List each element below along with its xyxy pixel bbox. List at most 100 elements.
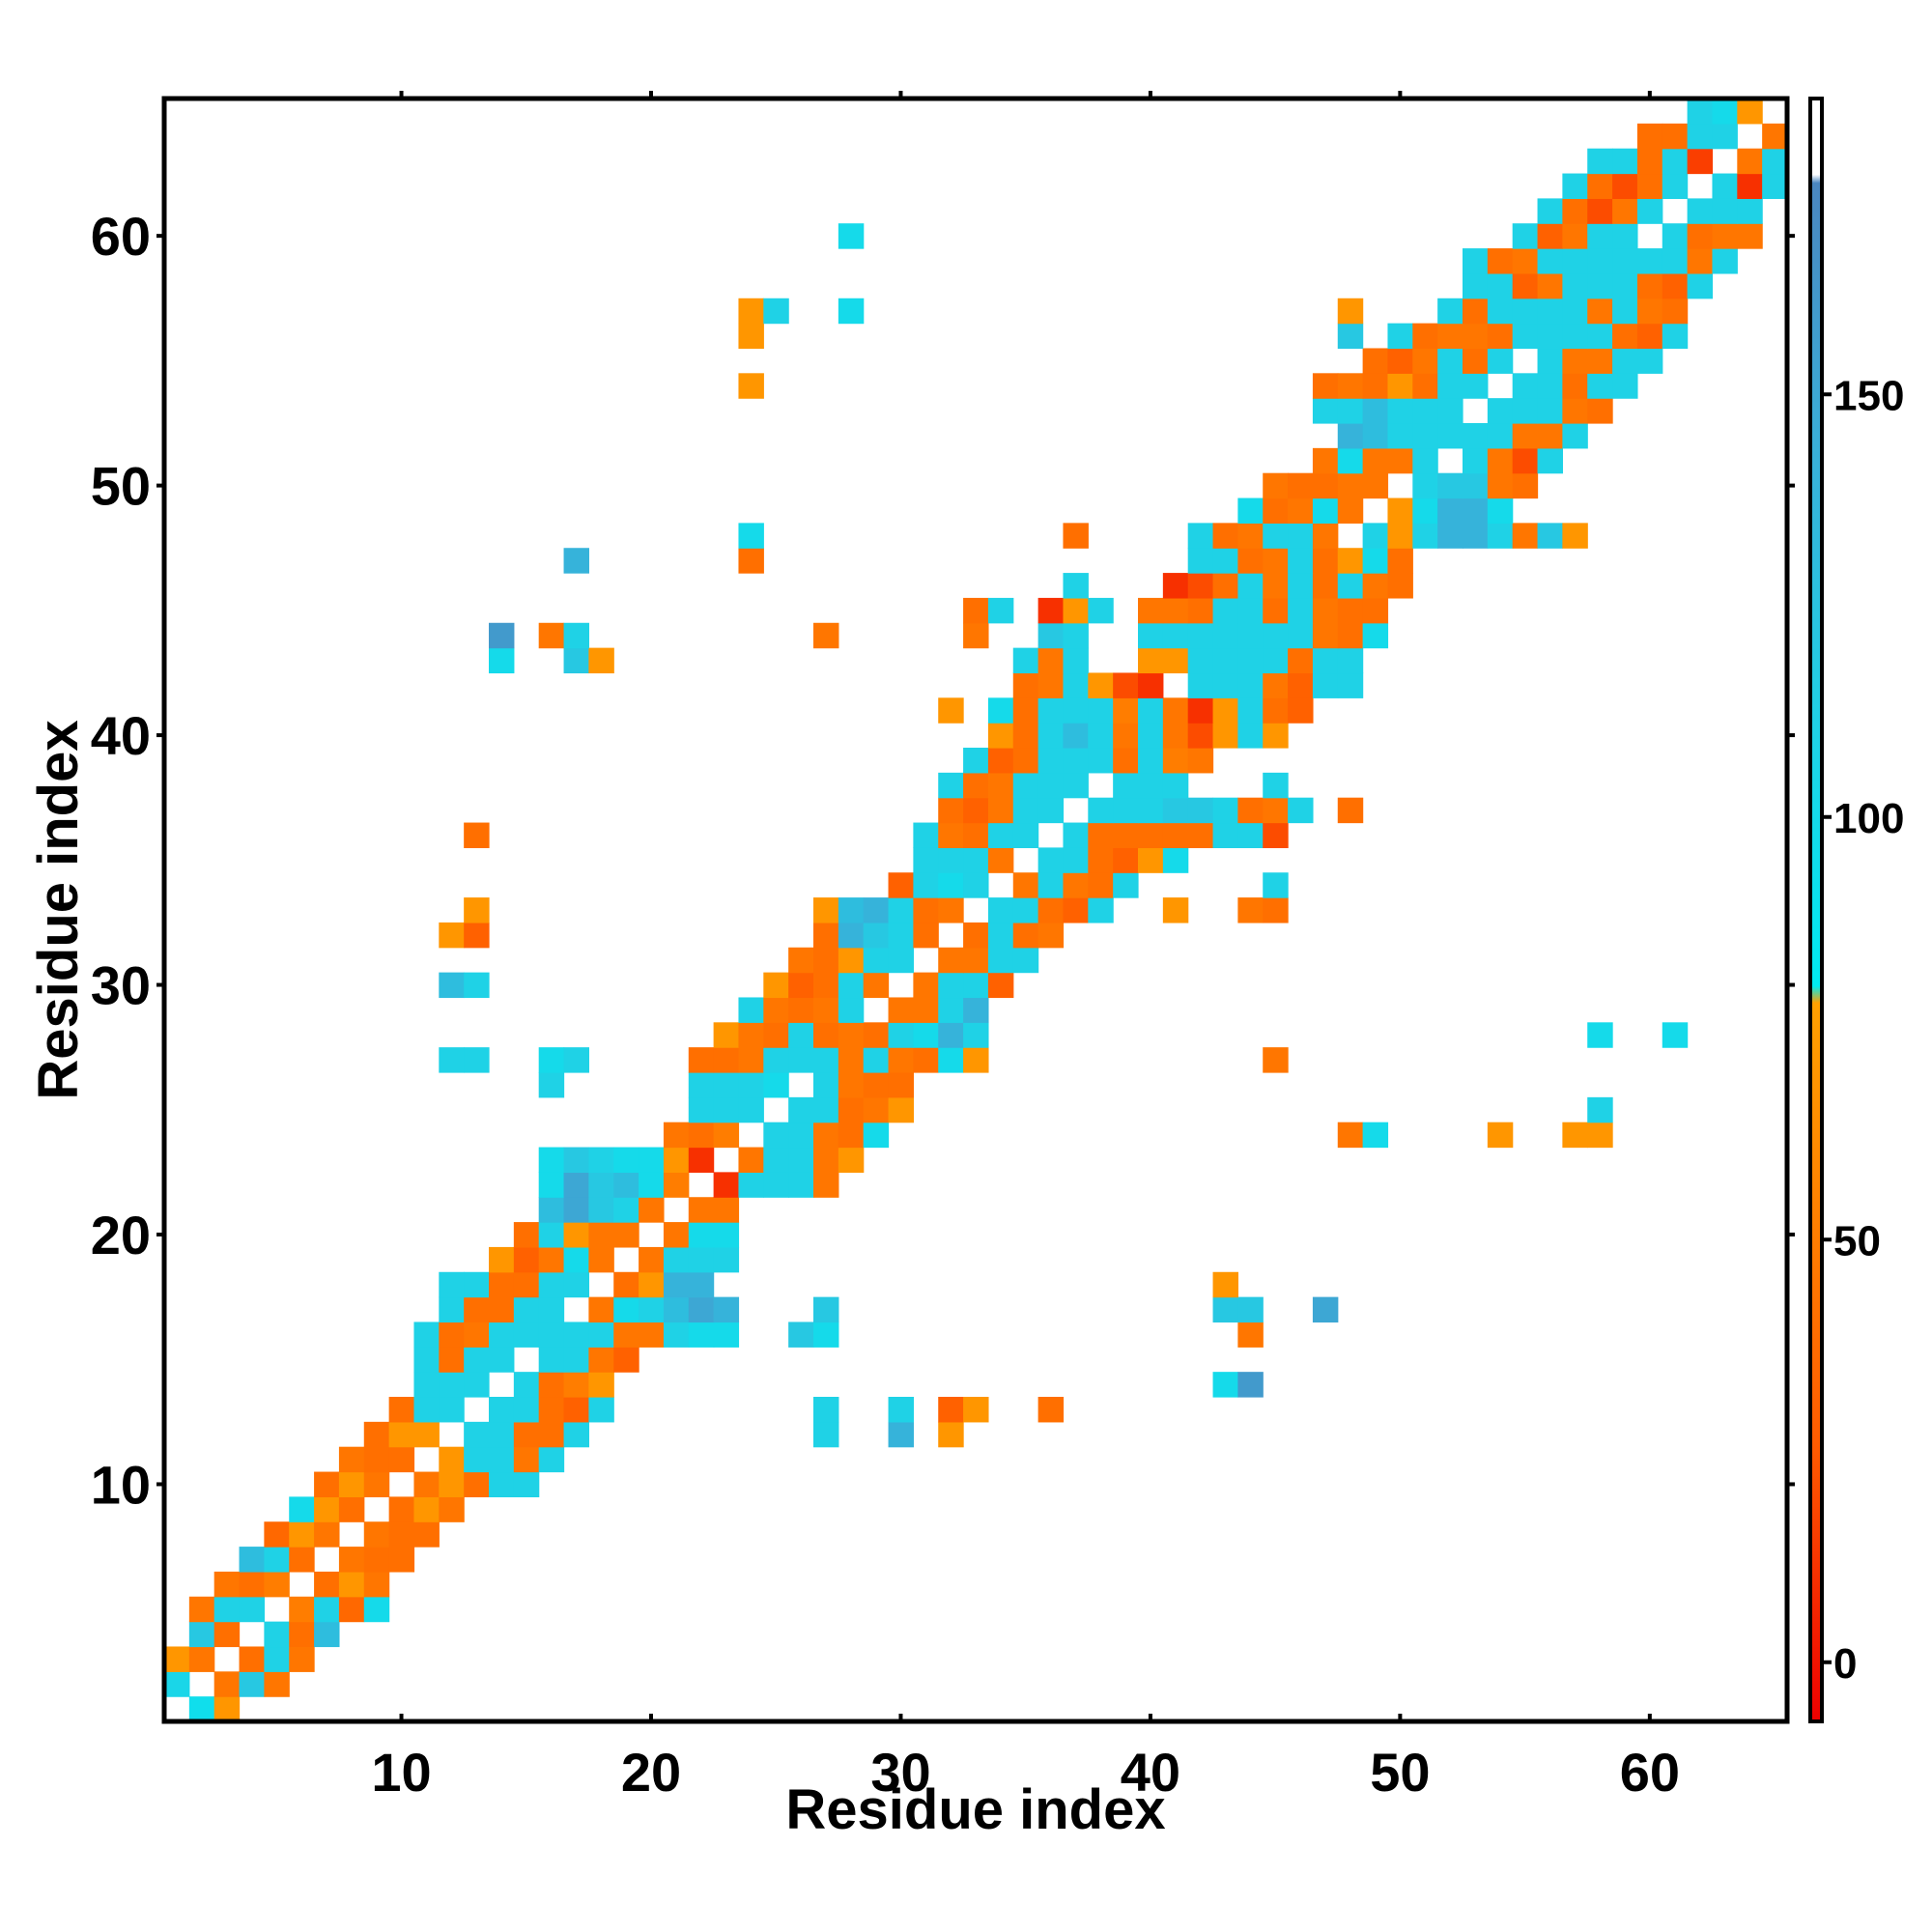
heatmap-cell: [913, 922, 939, 949]
heatmap-cell: [963, 947, 989, 974]
heatmap-cell: [1162, 597, 1189, 624]
heatmap-cell: [688, 1296, 715, 1323]
heatmap-cell: [1113, 797, 1139, 824]
heatmap-cell: [1263, 897, 1289, 923]
heatmap-cell: [289, 1646, 315, 1672]
heatmap-cell: [863, 1022, 890, 1048]
heatmap-cell: [987, 772, 1014, 799]
heatmap-cell: [1387, 398, 1413, 424]
heatmap-cell: [538, 1147, 565, 1173]
heatmap-cell: [1537, 223, 1563, 249]
heatmap-cell: [1237, 672, 1264, 698]
heatmap-cell: [1662, 123, 1689, 150]
heatmap-cell: [464, 1471, 490, 1497]
heatmap-cell: [913, 872, 939, 898]
heatmap-cell: [1712, 123, 1738, 150]
heatmap-cell: [963, 748, 989, 774]
heatmap-cell: [1463, 373, 1489, 399]
heatmap-cell: [1037, 697, 1065, 724]
heatmap-cell: [987, 597, 1014, 624]
heatmap-cell: [1162, 622, 1189, 649]
heatmap-cell: [1587, 198, 1613, 224]
heatmap-cell: [1237, 497, 1264, 524]
heatmap-cell: [738, 523, 764, 549]
heatmap-cell: [1138, 697, 1164, 724]
heatmap-cell: [1263, 797, 1289, 824]
heatmap-cell: [639, 1271, 665, 1298]
heatmap-cell: [1487, 523, 1514, 549]
heatmap-cell: [1263, 822, 1289, 848]
heatmap-cell: [738, 323, 764, 350]
heatmap-cell: [439, 1372, 465, 1398]
heatmap-cell: [1512, 248, 1539, 274]
heatmap-cell: [838, 1022, 865, 1048]
heatmap-cell: [1687, 198, 1714, 224]
heatmap-cell: [1212, 1296, 1238, 1323]
heatmap-cell: [938, 1047, 964, 1073]
heatmap-cell: [1088, 597, 1114, 624]
heatmap-cell: [1636, 272, 1663, 299]
heatmap-cell: [1237, 647, 1264, 674]
heatmap-cell: [1487, 248, 1514, 274]
heatmap-cell: [538, 1372, 565, 1398]
heatmap-cell: [439, 922, 465, 949]
heatmap-cell: [188, 1621, 215, 1648]
heatmap-cell: [513, 1421, 540, 1448]
heatmap-cell: [1187, 797, 1214, 824]
heatmap-cell: [1288, 523, 1314, 549]
heatmap-cell: [838, 1122, 865, 1149]
heatmap-cell: [1237, 897, 1264, 923]
heatmap-cell: [1463, 447, 1489, 474]
heatmap-cell: [538, 1347, 565, 1373]
heatmap-cell: [913, 1022, 939, 1048]
heatmap-cell: [1463, 298, 1489, 325]
heatmap-cell: [563, 1372, 589, 1398]
heatmap-cell: [1387, 497, 1413, 524]
colorbar-tick-label: 150: [1833, 372, 1904, 419]
heatmap-cell: [987, 697, 1014, 724]
heatmap-cell: [863, 1096, 890, 1123]
heatmap-cell: [713, 1022, 740, 1048]
heatmap-cell: [513, 1397, 540, 1423]
heatmap-cell: [813, 1096, 839, 1123]
heatmap-cell: [1162, 573, 1189, 599]
heatmap-cell: [513, 1471, 540, 1497]
heatmap-cell: [1263, 548, 1289, 574]
heatmap-cell: [588, 1296, 614, 1323]
heatmap-cell: [1037, 897, 1065, 923]
y-tick-label: 20: [91, 1205, 151, 1265]
x-tick-label: 50: [1370, 1742, 1430, 1803]
heatmap-cell: [439, 1446, 465, 1473]
heatmap-cell: [1737, 99, 1763, 125]
heatmap-cell: [1537, 198, 1563, 224]
heatmap-cell: [1437, 398, 1463, 424]
heatmap-cell: [1387, 323, 1413, 350]
heatmap-cell: [1463, 497, 1489, 524]
heatmap-cell: [1263, 647, 1289, 674]
heatmap-cell: [938, 797, 964, 824]
heatmap-cell: [563, 1047, 589, 1073]
heatmap-cell: [338, 1446, 365, 1473]
heatmap-cell: [1587, 272, 1613, 299]
heatmap-cell: [1037, 1397, 1065, 1423]
heatmap-cell: [1063, 822, 1089, 848]
heatmap-cell: [1463, 523, 1489, 549]
heatmap-cell: [1562, 272, 1588, 299]
heatmap-cell: [1237, 1372, 1264, 1398]
heatmap-cell: [1437, 323, 1463, 350]
heatmap-cell: [1138, 847, 1164, 873]
heatmap-cell: [413, 1521, 440, 1548]
heatmap-cell: [1612, 198, 1638, 224]
heatmap-cell: [888, 1421, 914, 1448]
heatmap-cell: [489, 1296, 515, 1323]
heatmap-cell: [763, 972, 789, 999]
heatmap-cell: [563, 1222, 589, 1248]
heatmap-cell: [1162, 797, 1189, 824]
heatmap-cell: [1113, 723, 1139, 749]
heatmap-cell: [963, 847, 989, 873]
heatmap-cell: [1288, 622, 1314, 649]
heatmap-cell: [538, 1072, 565, 1098]
heatmap-cell: [1587, 323, 1613, 350]
heatmap-cell: [613, 1172, 639, 1198]
heatmap-cell: [1212, 573, 1238, 599]
